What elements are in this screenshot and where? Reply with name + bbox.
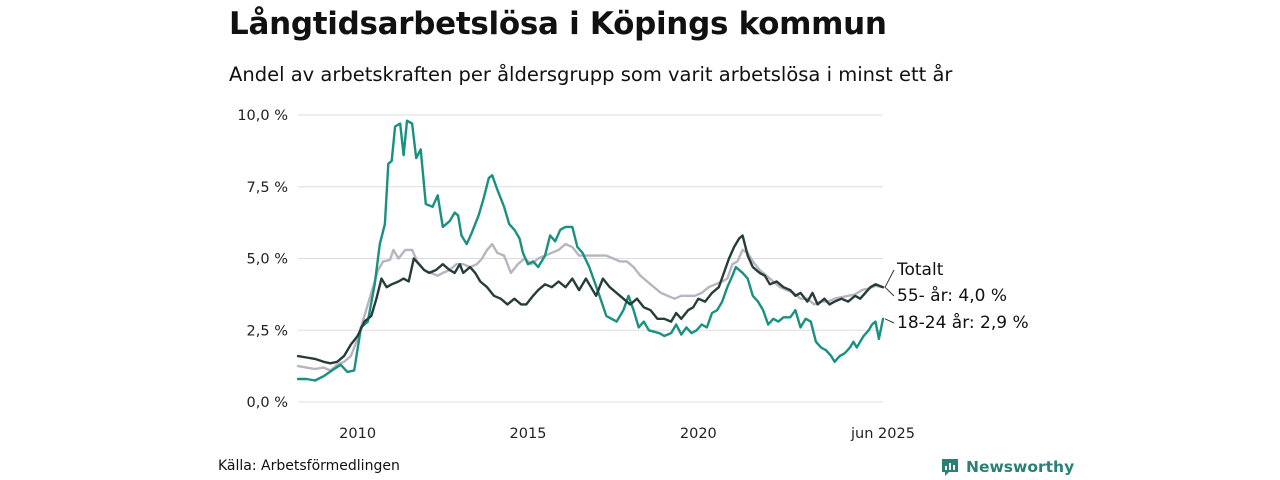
- y-tick-label: 7,5 %: [247, 180, 288, 196]
- x-tick-label: 2010: [339, 426, 376, 442]
- newsworthy-logo[interactable]: Newsworthy: [940, 457, 1074, 477]
- leader-line: [884, 318, 895, 324]
- series-end-labels: 18-24 år: 2,9 % 55- år: 4,0 % Totalt: [884, 260, 1029, 333]
- y-tick-label: 2,5 %: [247, 323, 288, 339]
- y-tick-label: 10,0 %: [237, 108, 288, 124]
- leader-line: [884, 269, 895, 288]
- series-line-total: [296, 234, 885, 365]
- x-tick-label: 2015: [510, 426, 547, 442]
- newsworthy-logo-text: Newsworthy: [966, 458, 1075, 476]
- series-end-label: Totalt: [896, 260, 944, 280]
- chart-subtitle: Andel av arbetskraften per åldersgrupp s…: [229, 63, 953, 86]
- newsworthy-logo-icon: [942, 459, 958, 476]
- x-axis-ticks: 2010 2015 2020 jun 2025: [339, 426, 915, 442]
- y-tick-label: 5,0 %: [247, 252, 288, 268]
- source-note: Källa: Arbetsförmedlingen: [218, 458, 400, 474]
- grid-lines: [298, 114, 883, 403]
- y-axis-ticks: 0,0 % 2,5 % 5,0 % 7,5 % 10,0 %: [237, 108, 288, 411]
- leader-line: [884, 286, 895, 297]
- y-tick-label: 0,0 %: [247, 395, 288, 411]
- series-line-young: [296, 119, 885, 382]
- series-line-older: [296, 242, 885, 372]
- x-tick-label: 2020: [680, 426, 717, 442]
- x-tick-label: jun 2025: [850, 426, 915, 442]
- series-end-label: 18-24 år: 2,9 %: [897, 312, 1029, 333]
- chart-title: Långtidsarbetslösa i Köpings kommun: [229, 6, 887, 42]
- series-end-label: 55- år: 4,0 %: [897, 285, 1007, 306]
- series-lines: [296, 119, 885, 382]
